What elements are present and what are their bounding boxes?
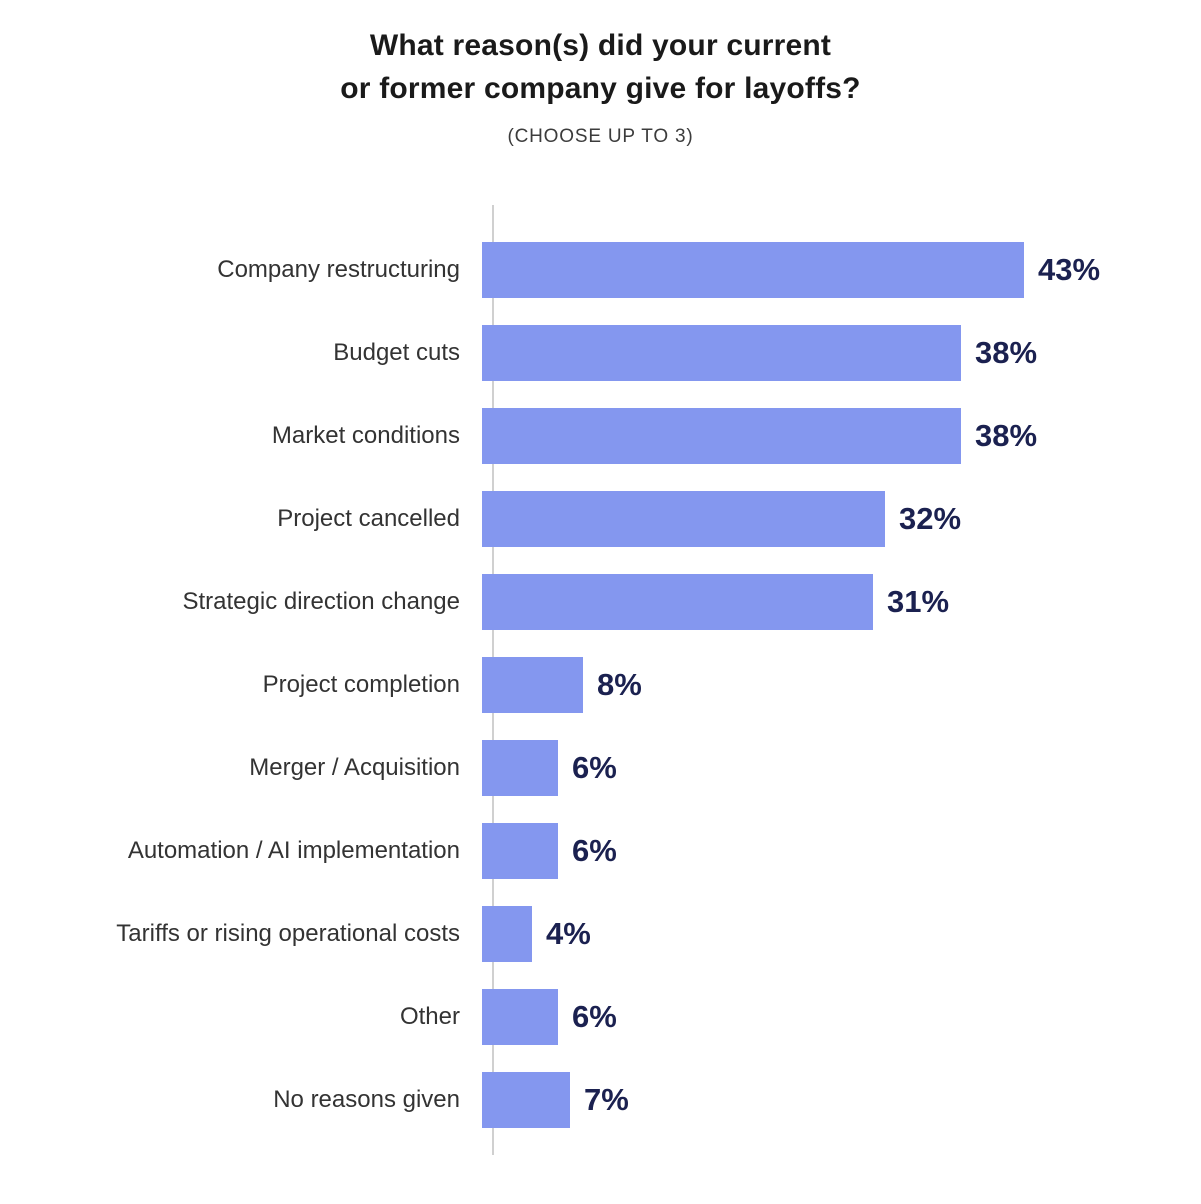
bar-area: 38%	[477, 311, 1037, 394]
bar-area: 6%	[477, 809, 617, 892]
value-label: 32%	[899, 500, 962, 536]
category-label: Strategic direction change	[182, 587, 461, 615]
bar	[482, 1071, 570, 1128]
bar-area: 8%	[477, 643, 642, 726]
category-label: Market conditions	[271, 421, 460, 449]
bar-area: 31%	[477, 560, 949, 643]
bar	[482, 324, 961, 381]
bar-row: Strategic direction change 31%	[0, 560, 1201, 643]
chart-header: What reason(s) did your current or forme…	[0, 24, 1201, 148]
value-label: 43%	[1038, 251, 1101, 287]
value-label: 38%	[975, 334, 1038, 370]
chart-title-line2: or former company give for layoffs?	[340, 72, 861, 105]
bar	[482, 490, 885, 547]
bar-row: Market conditions 38%	[0, 394, 1201, 477]
value-label: 8%	[597, 666, 642, 702]
bar-area: 32%	[477, 477, 961, 560]
bar-area: 4%	[477, 892, 591, 975]
bar-rows: Company restructuring 43% Budget cuts 38% Ma…	[0, 228, 1201, 1141]
value-label: 31%	[887, 583, 950, 619]
category-label: Project cancelled	[277, 504, 460, 532]
bar-row: Merger / Acquisition 6%	[0, 726, 1201, 809]
bar	[482, 407, 961, 464]
category-label: Automation / AI implementation	[127, 836, 460, 864]
value-label: 7%	[584, 1081, 629, 1117]
bar	[482, 739, 558, 796]
bar	[482, 822, 558, 879]
category-label: Other	[399, 1002, 460, 1030]
bar-row: Other 6%	[0, 975, 1201, 1058]
chart-subtitle: (CHOOSE UP TO 3)	[507, 126, 694, 147]
value-label: 6%	[572, 832, 617, 868]
bar-area: 6%	[477, 975, 617, 1058]
value-label: 6%	[572, 998, 617, 1034]
bar-area: 7%	[477, 1058, 629, 1141]
value-label: 6%	[572, 749, 617, 785]
category-label: No reasons given	[273, 1085, 460, 1113]
bar-row: Project cancelled 32%	[0, 477, 1201, 560]
bar-row: Automation / AI implementation 6%	[0, 809, 1201, 892]
bar	[482, 988, 558, 1045]
chart-title-line1: What reason(s) did your current	[369, 29, 832, 62]
bar	[482, 905, 532, 962]
bar-row: No reasons given 7%	[0, 1058, 1201, 1141]
bar	[482, 241, 1024, 298]
bar-area: 6%	[477, 726, 617, 809]
bar	[482, 573, 873, 630]
bar-row: Company restructuring 43%	[0, 228, 1201, 311]
bar-row: Tariffs or rising operational costs 4%	[0, 892, 1201, 975]
value-label: 4%	[546, 915, 591, 951]
bar	[482, 656, 583, 713]
category-label: Merger / Acquisition	[249, 753, 460, 781]
category-label: Budget cuts	[333, 338, 460, 366]
category-label: Project completion	[262, 670, 460, 698]
chart-title: What reason(s) did your current or forme…	[0, 24, 1201, 110]
bar-row: Budget cuts 38%	[0, 311, 1201, 394]
bar-area: 43%	[477, 228, 1100, 311]
category-label: Company restructuring	[217, 255, 460, 283]
bar-area: 38%	[477, 394, 1037, 477]
value-label: 38%	[975, 417, 1038, 453]
bar-row: Project completion 8%	[0, 643, 1201, 726]
category-label: Tariffs or rising operational costs	[116, 919, 460, 947]
